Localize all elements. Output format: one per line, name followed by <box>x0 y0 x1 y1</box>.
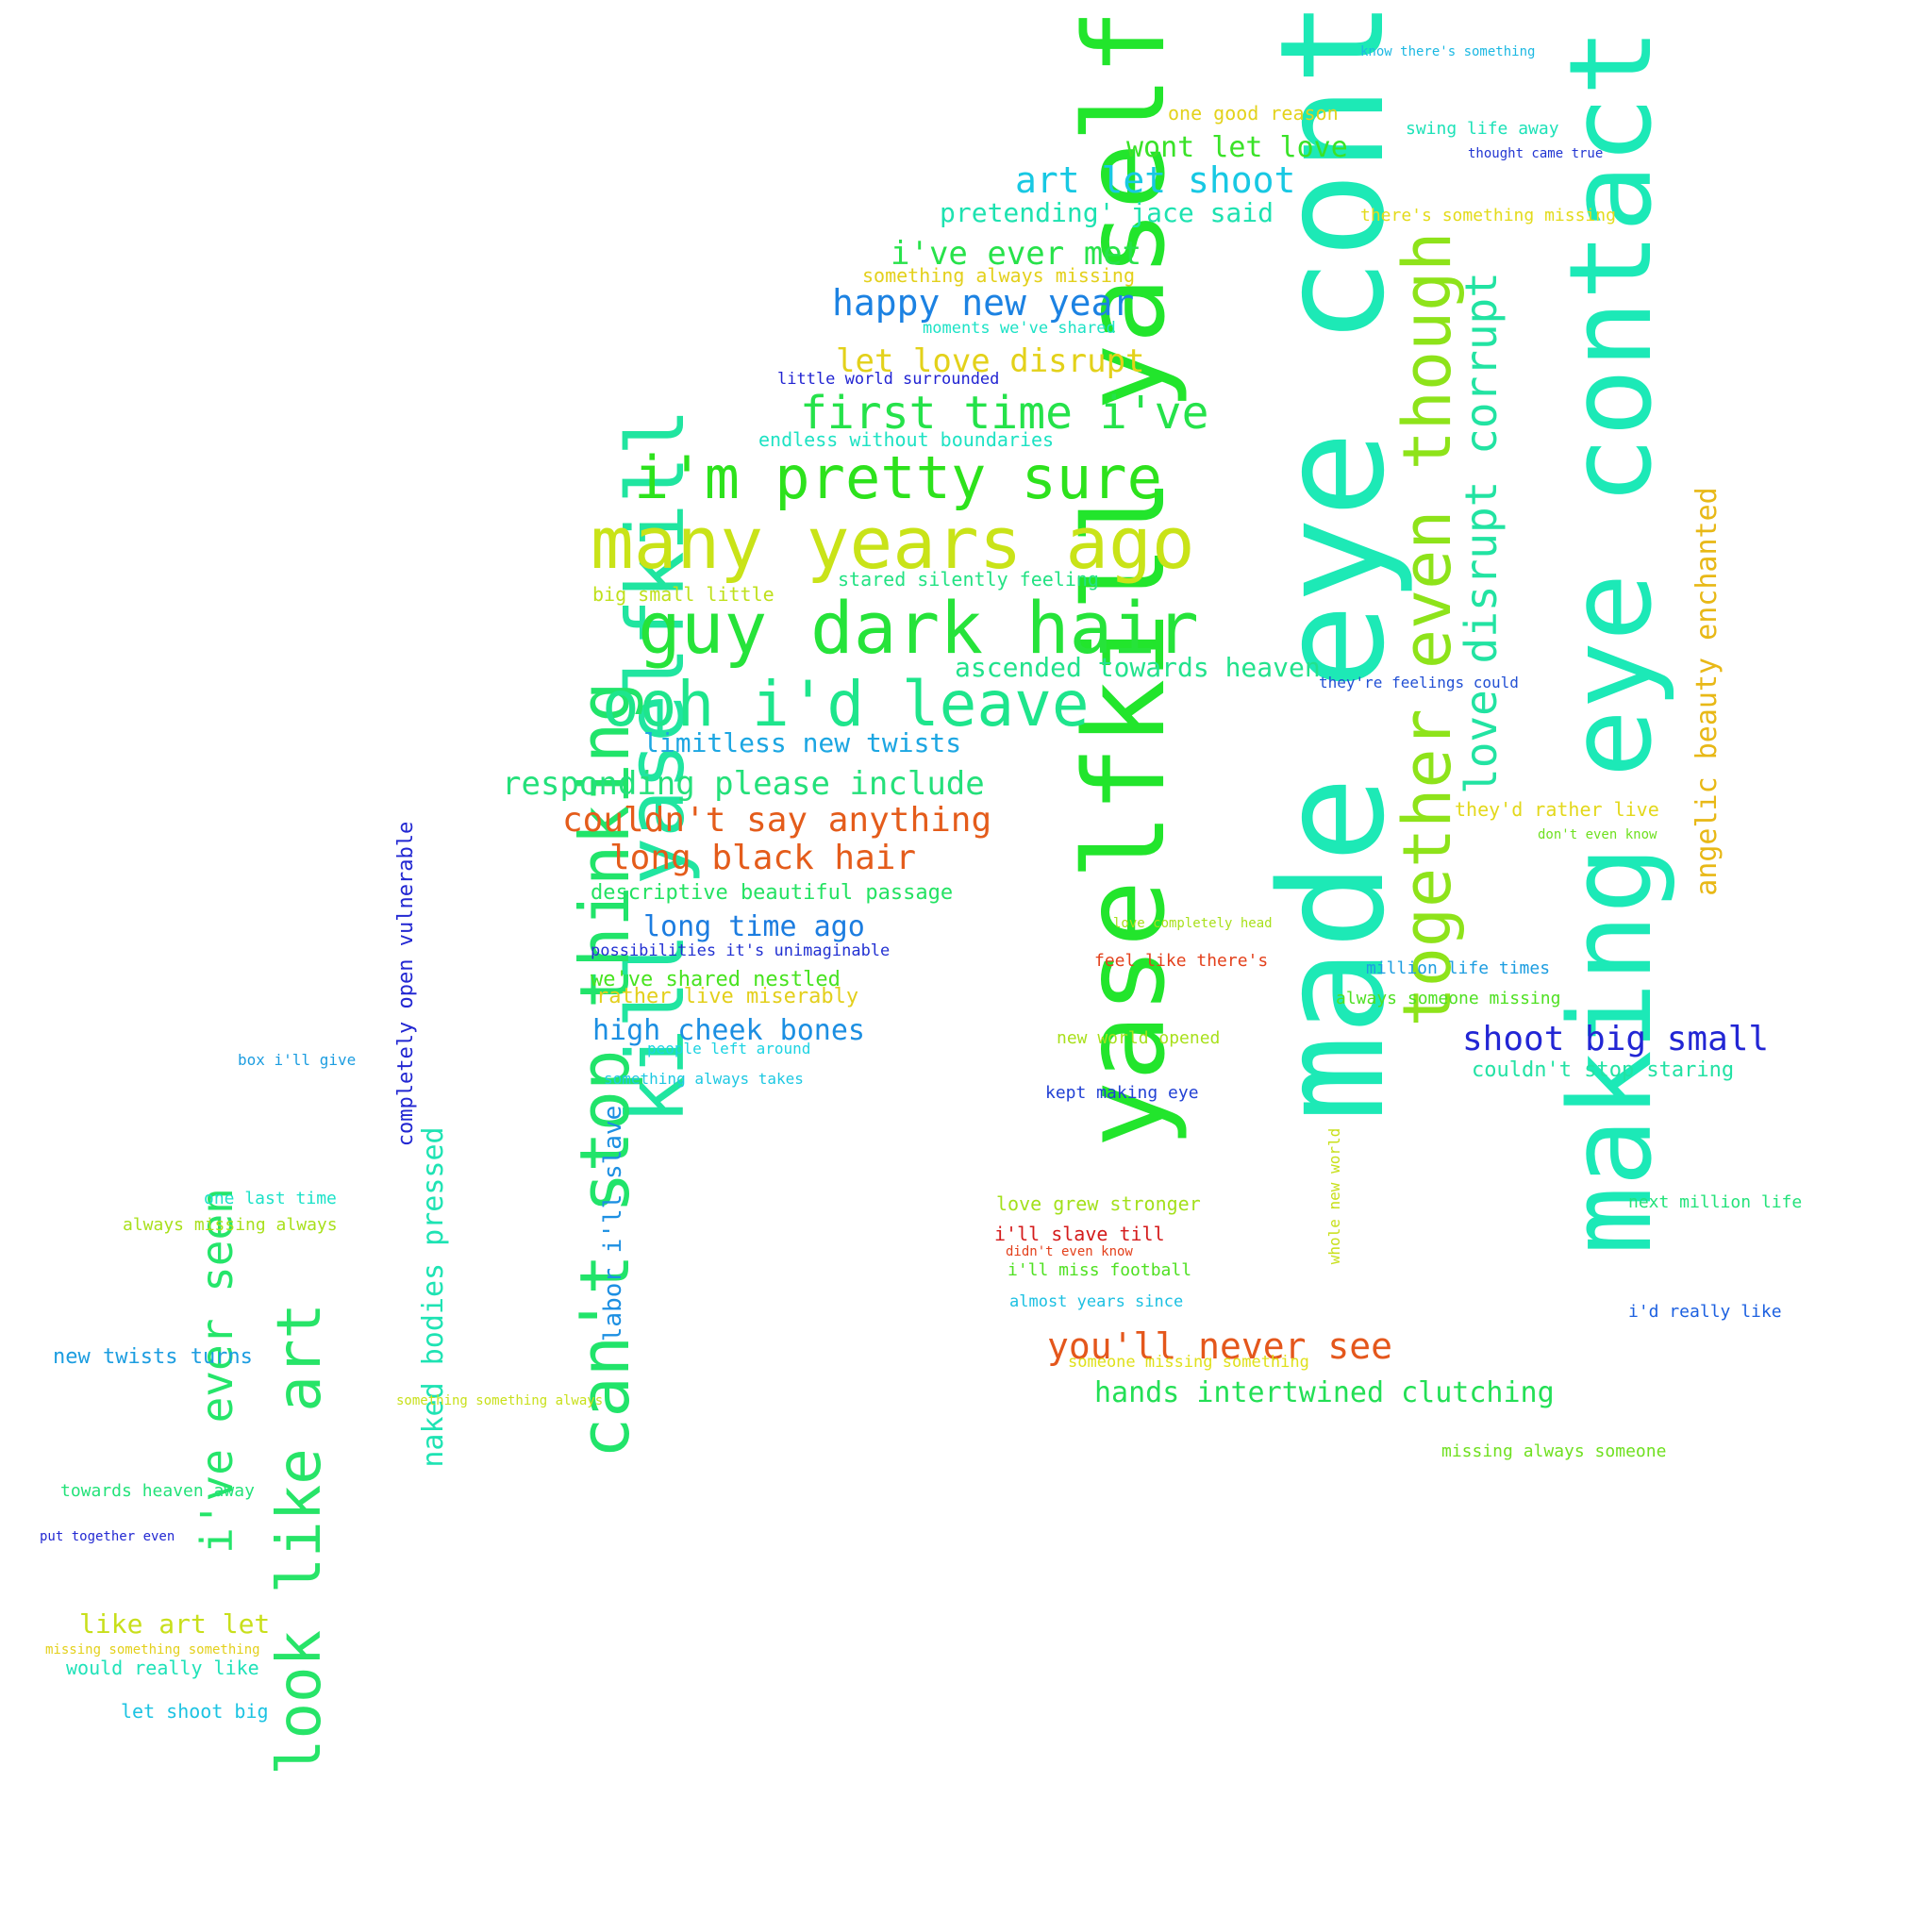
word: missing always someone <box>1441 1441 1667 1461</box>
word: responding please include <box>502 765 985 803</box>
word: love grew stronger <box>996 1192 1201 1215</box>
word: would really like <box>66 1657 259 1679</box>
word: pretending' jace said <box>940 197 1274 228</box>
word: almost years since <box>1009 1292 1184 1311</box>
word: moments we've shared <box>923 319 1116 338</box>
word: they're feelings could <box>1319 674 1519 691</box>
word: let shoot big <box>121 1700 269 1723</box>
word: don't even know <box>1538 827 1657 842</box>
word: together even though <box>1389 231 1466 1027</box>
word: guy dark hair <box>638 586 1199 670</box>
word: we've shared nestled <box>591 968 841 991</box>
word: feel like there's <box>1094 951 1269 971</box>
word: i've ever met <box>891 235 1142 273</box>
word: missing something something <box>45 1642 260 1657</box>
word: happy new year <box>832 282 1135 324</box>
word: whole new world <box>1325 1127 1343 1265</box>
word: ooh i'd leave <box>602 668 1090 741</box>
word: little world surrounded <box>777 370 1000 389</box>
word: ascended towards heaven <box>955 652 1321 683</box>
word: naked bodies pressed <box>417 1126 450 1468</box>
word: like art let <box>79 1608 271 1640</box>
word: someone missing something <box>1068 1353 1309 1372</box>
word: stared silently feeling <box>838 568 1099 591</box>
word: there's something missing <box>1360 206 1616 225</box>
word: art let shoot <box>1015 159 1296 201</box>
word: wont let love <box>1126 131 1348 164</box>
word: love completely head <box>1113 916 1273 931</box>
word: thought came true <box>1468 146 1604 161</box>
word: new world opened <box>1057 1028 1221 1048</box>
word: towards heaven away <box>60 1481 255 1501</box>
word: shoot big small <box>1462 1020 1770 1058</box>
word: look like art <box>265 1303 335 1775</box>
word: i've ever seen <box>192 1188 242 1554</box>
word: next million life <box>1628 1192 1803 1212</box>
word: labor i'll slave <box>599 1105 627 1342</box>
word: something something always <box>396 1393 604 1408</box>
word: people left around <box>647 1040 811 1058</box>
word: descriptive beautiful passage <box>591 881 954 905</box>
word: i'll slave till <box>994 1223 1165 1245</box>
word: i'd really like <box>1628 1302 1782 1322</box>
word: something always takes <box>604 1070 804 1088</box>
word: limitless new twists <box>643 727 962 758</box>
word: always someone missing <box>1336 989 1561 1008</box>
word: one good reason <box>1168 102 1339 125</box>
word: possibilities it's unimaginable <box>591 941 891 960</box>
word: i'm pretty sure <box>634 443 1162 512</box>
word: couldn't say anything <box>562 801 992 840</box>
word: couldn't stop staring <box>1472 1058 1735 1082</box>
word: endless without boundaries <box>758 428 1055 451</box>
word: always missing always <box>123 1215 338 1235</box>
word: many years ago <box>591 501 1195 585</box>
word: rather live miserably <box>596 985 859 1008</box>
word: know there's something <box>1360 44 1536 59</box>
word: put together even <box>40 1529 175 1544</box>
word: kept making eye <box>1045 1083 1199 1103</box>
word: they'd rather live <box>1455 798 1659 821</box>
word: i'll miss football <box>1008 1260 1192 1280</box>
word: first time i've <box>800 387 1209 440</box>
word: long time ago <box>643 910 865 943</box>
word: hands intertwined clutching <box>1094 1376 1555 1409</box>
word: big small little <box>592 583 774 606</box>
word: swing life away <box>1406 119 1559 139</box>
word: new twists turns <box>53 1345 253 1369</box>
word: something always missing <box>862 264 1135 287</box>
word: one last time <box>204 1189 337 1208</box>
word: love disrupt corrupt <box>1456 272 1507 794</box>
word: let love disrupt <box>836 342 1145 380</box>
word: million life times <box>1366 958 1551 978</box>
word: didn't even know <box>1006 1244 1133 1259</box>
word: angelic beauty enchanted <box>1690 487 1724 896</box>
word: box i'll give <box>238 1051 357 1069</box>
word: long black hair <box>609 839 917 877</box>
word: you'll never see <box>1047 1325 1393 1367</box>
word: completely open vulnerable <box>394 821 418 1147</box>
word: making eye contact <box>1546 27 1677 1255</box>
word: high cheek bones <box>592 1014 865 1047</box>
